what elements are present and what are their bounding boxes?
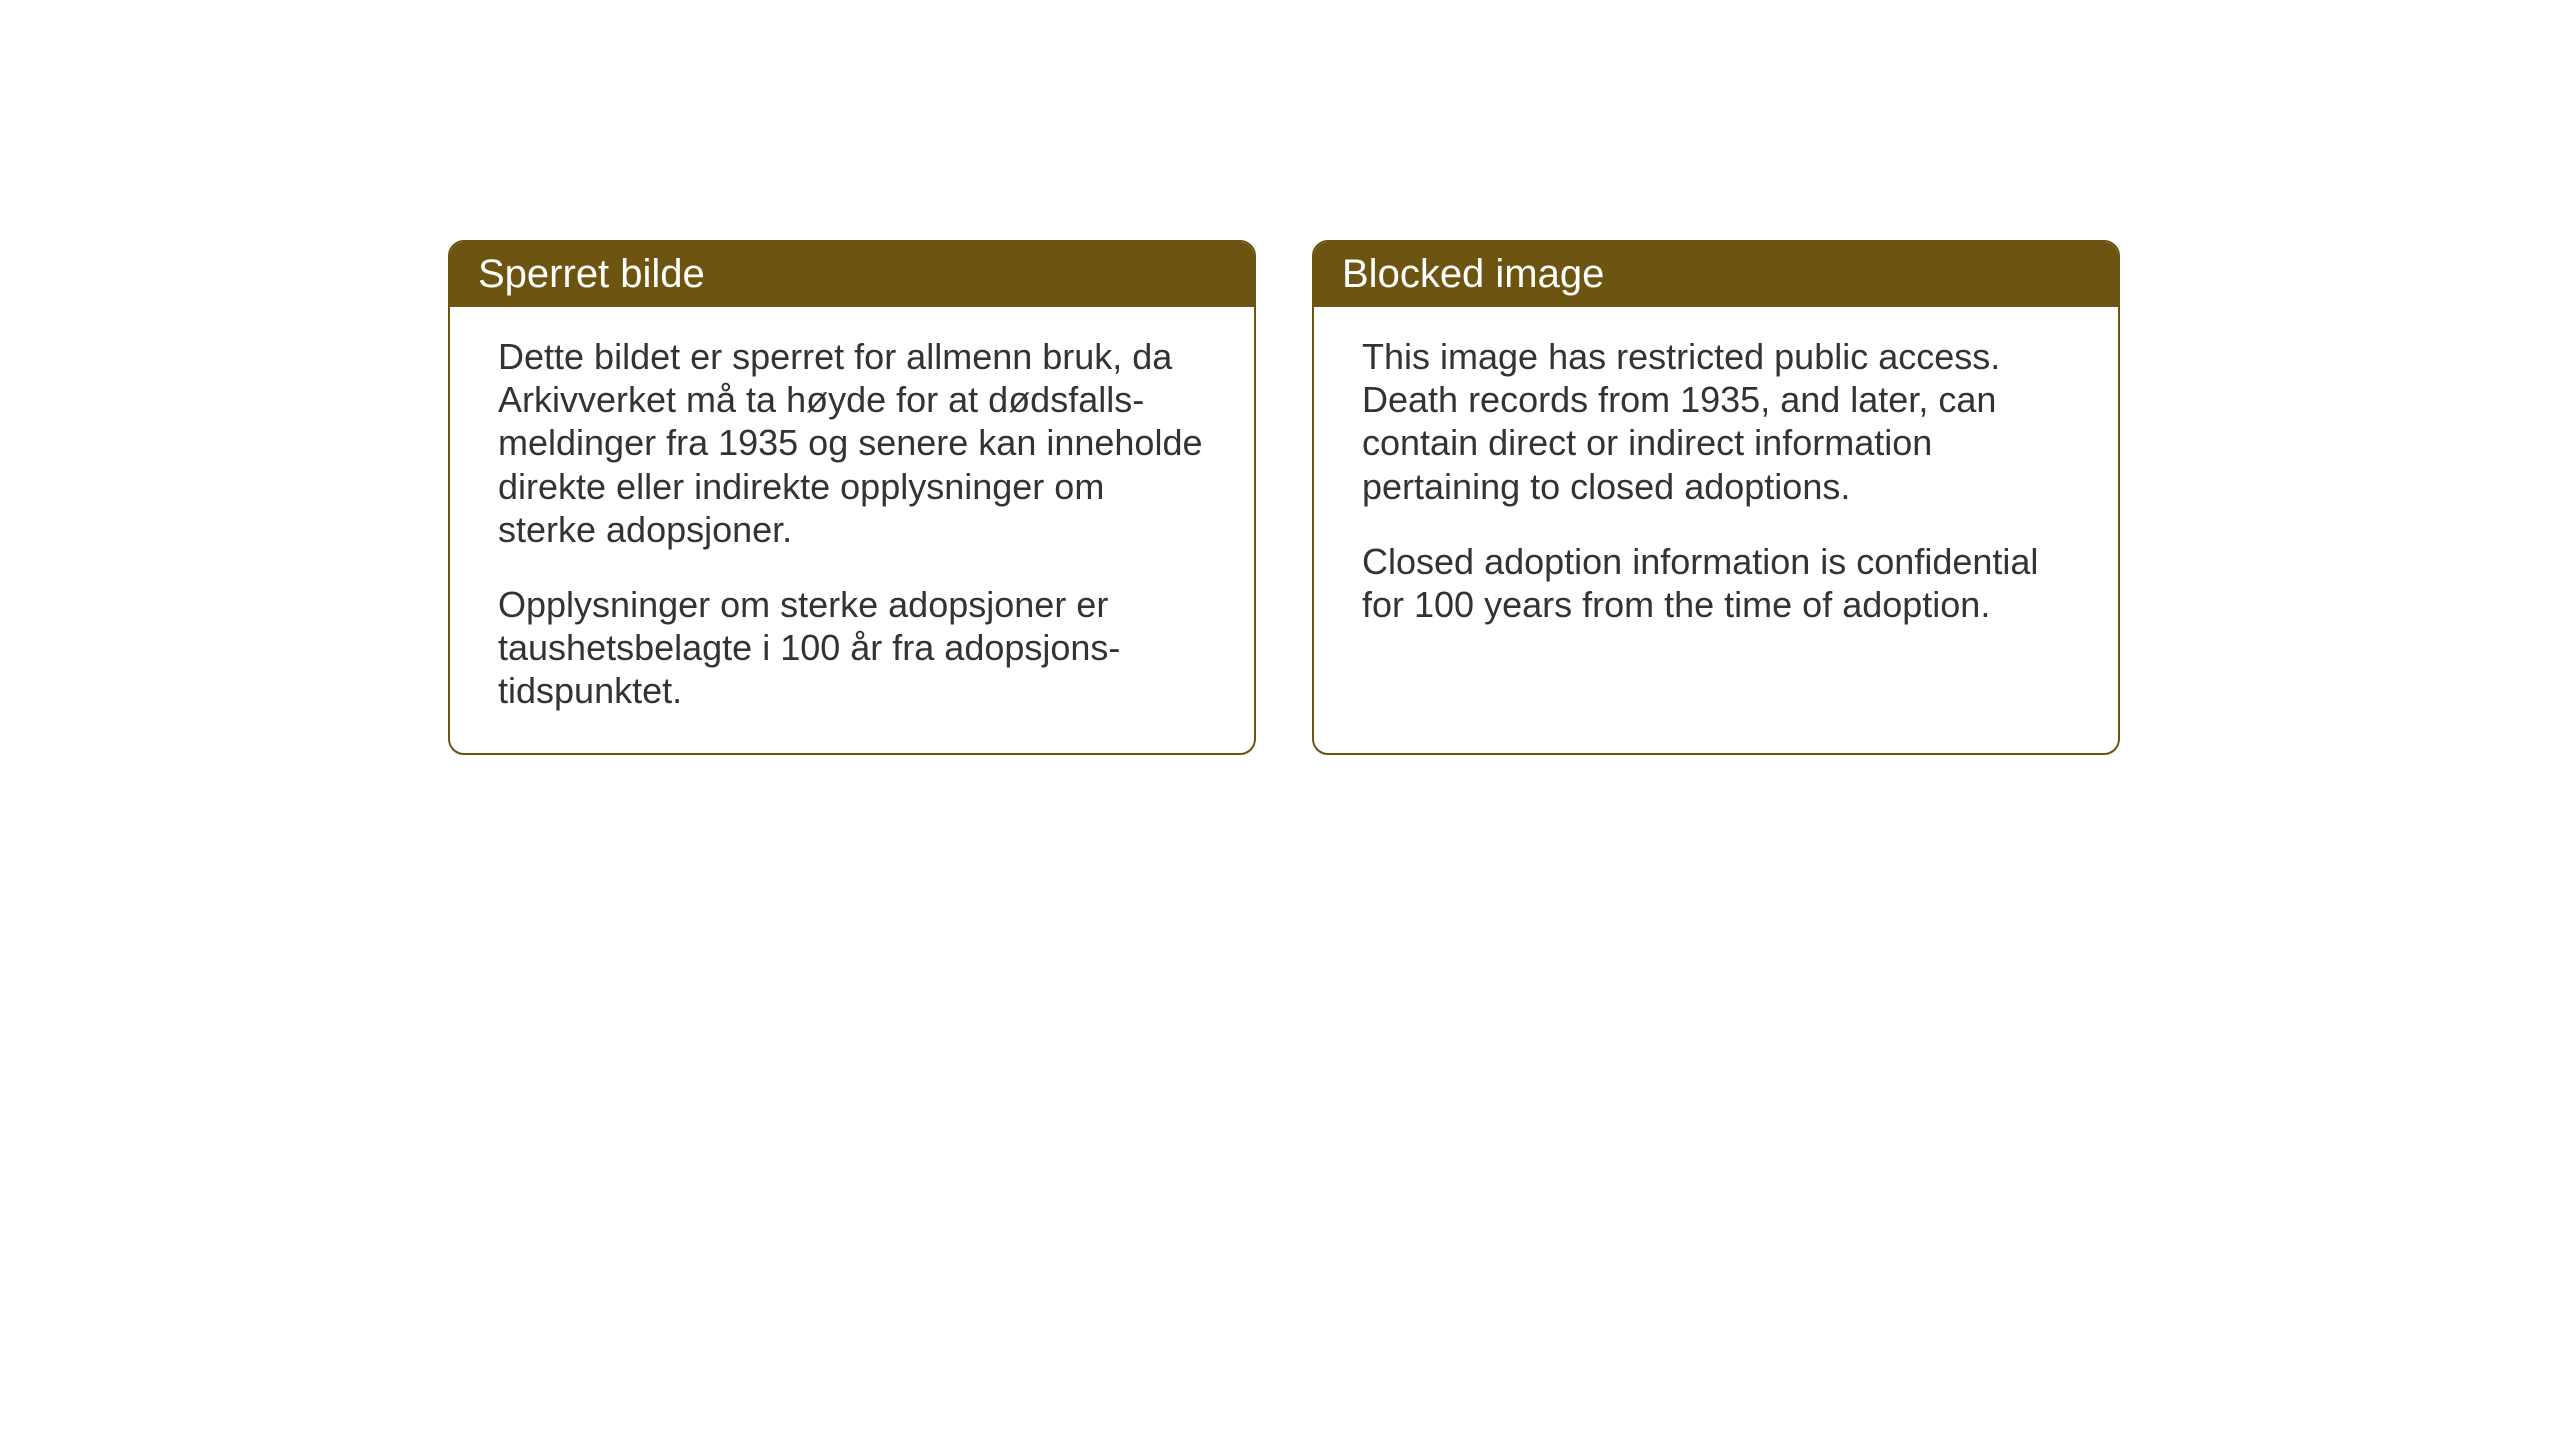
english-card-body: This image has restricted public access.… <box>1314 307 2118 666</box>
norwegian-card-body: Dette bildet er sperret for allmenn bruk… <box>450 307 1254 753</box>
english-paragraph-1: This image has restricted public access.… <box>1362 335 2070 508</box>
notice-container: Sperret bilde Dette bildet er sperret fo… <box>448 240 2120 755</box>
norwegian-paragraph-1: Dette bildet er sperret for allmenn bruk… <box>498 335 1206 551</box>
norwegian-notice-card: Sperret bilde Dette bildet er sperret fo… <box>448 240 1256 755</box>
english-card-title: Blocked image <box>1314 242 2118 307</box>
norwegian-paragraph-2: Opplysninger om sterke adopsjoner er tau… <box>498 583 1206 713</box>
english-notice-card: Blocked image This image has restricted … <box>1312 240 2120 755</box>
english-paragraph-2: Closed adoption information is confident… <box>1362 540 2070 626</box>
norwegian-card-title: Sperret bilde <box>450 242 1254 307</box>
